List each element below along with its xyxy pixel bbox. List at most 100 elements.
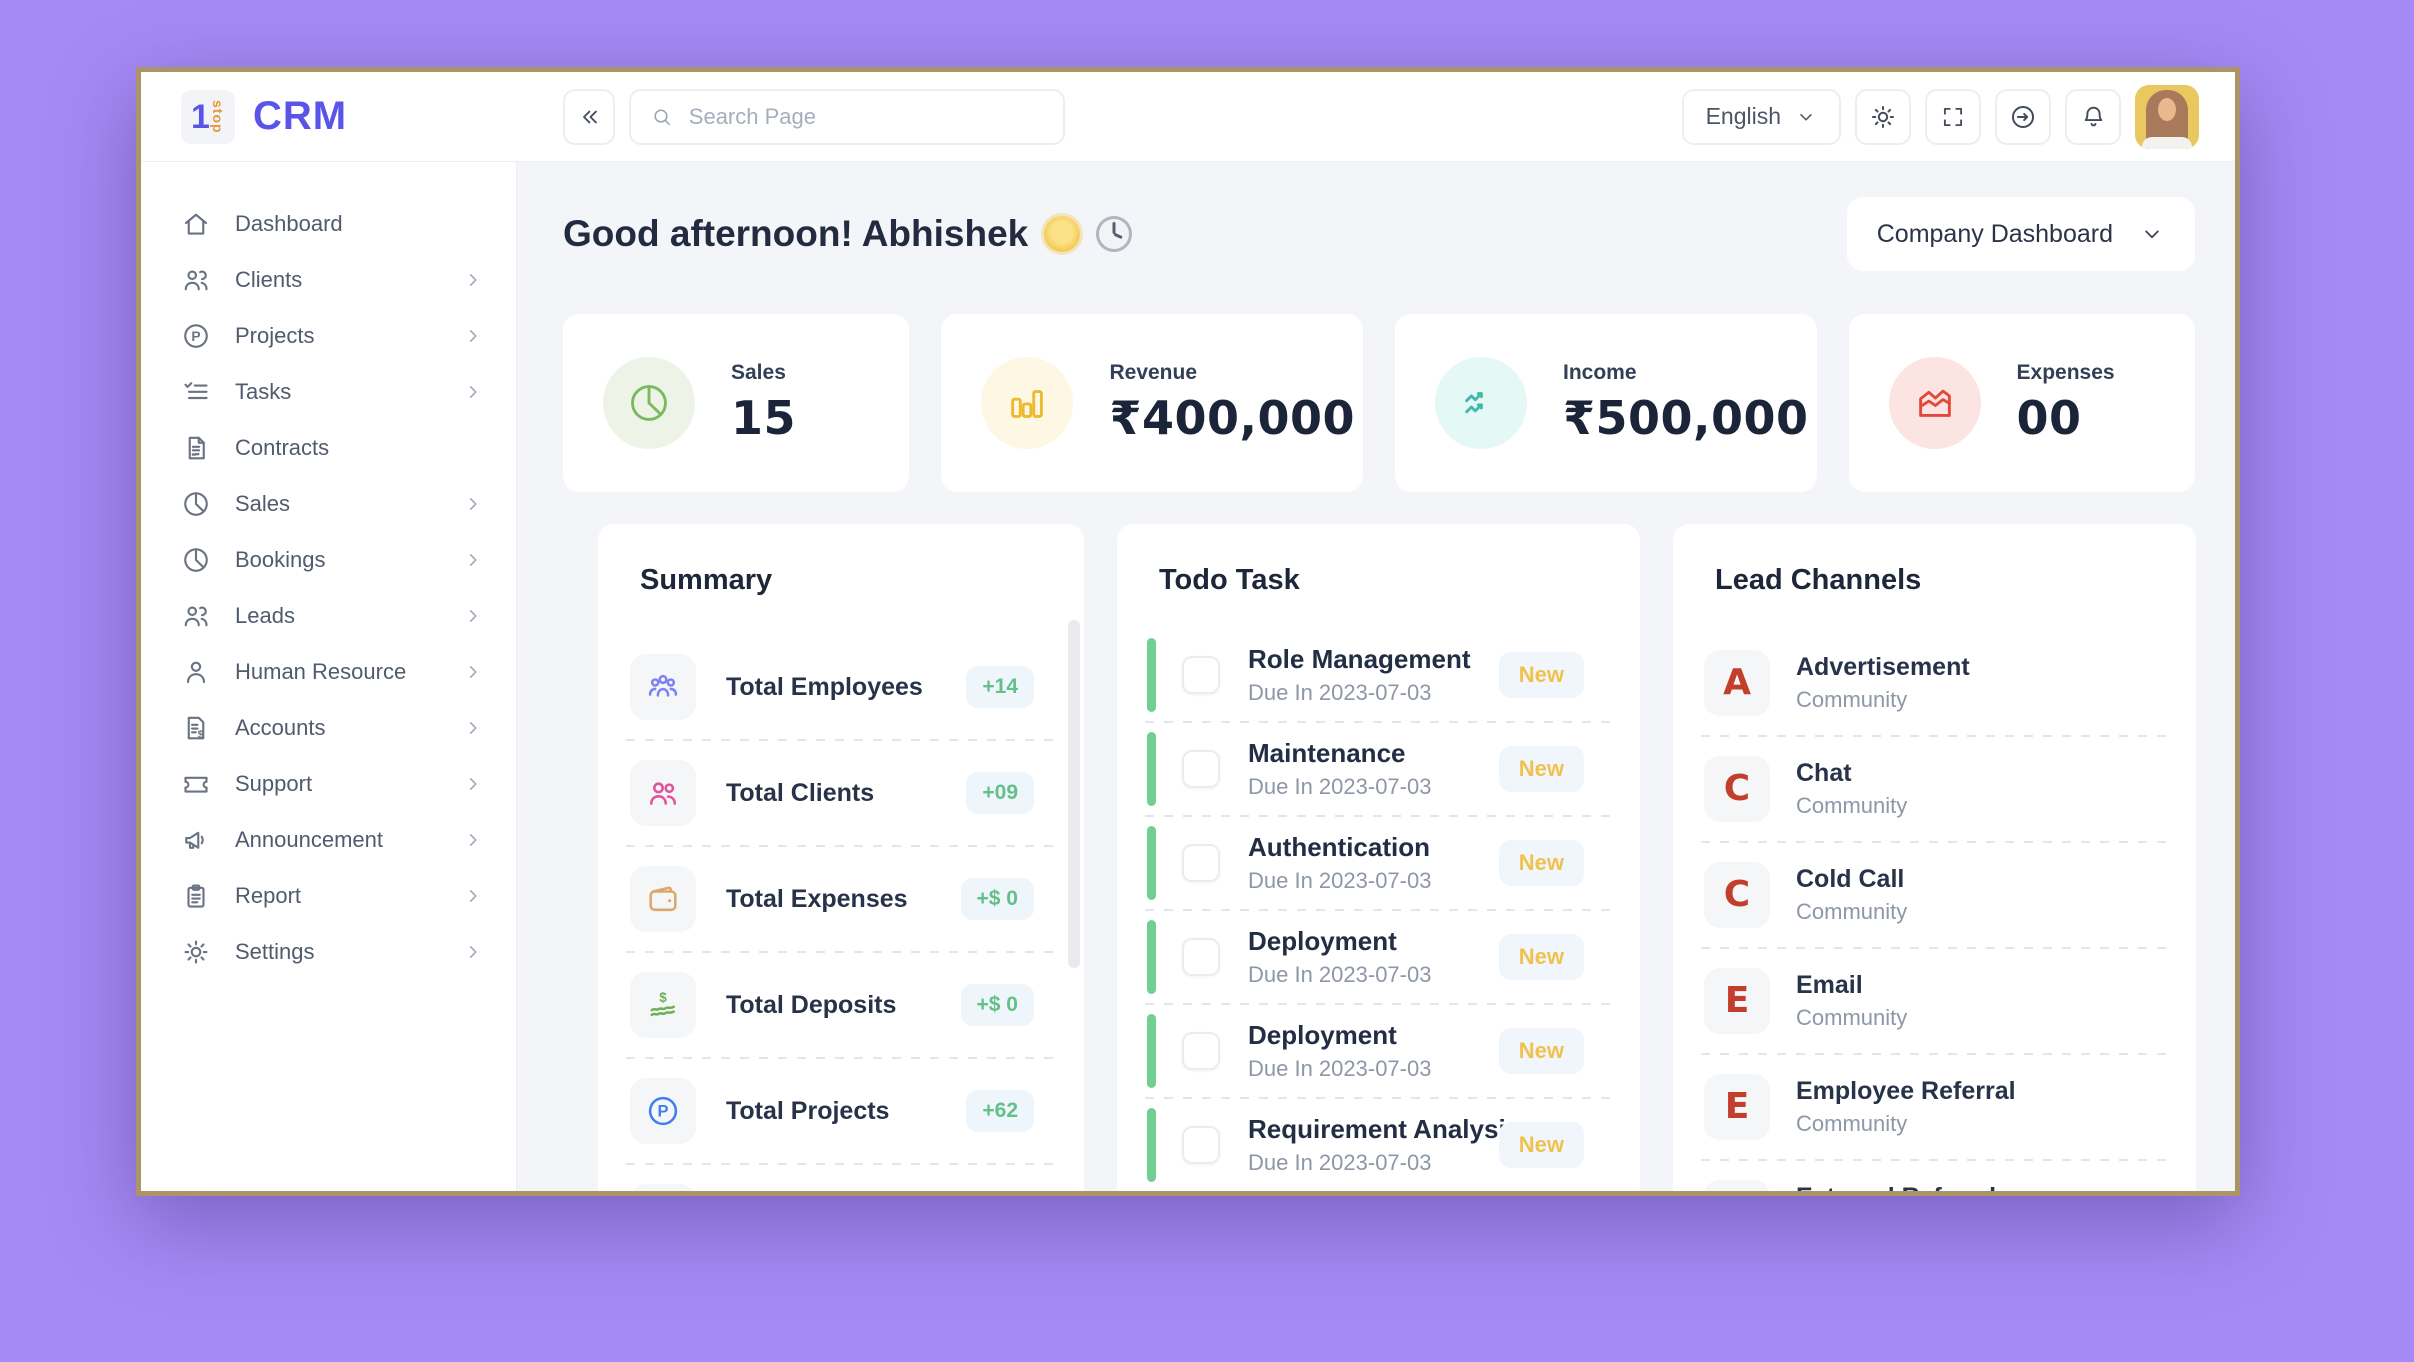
divider <box>626 951 1056 953</box>
sidebar-item-label: Projects <box>235 323 315 348</box>
todo-name: Role Management <box>1248 644 1471 674</box>
theme-toggle-button[interactable] <box>1855 88 1911 145</box>
stat-value: ₹500,000 <box>1563 391 1809 445</box>
notifications-button[interactable] <box>2065 88 2121 145</box>
user-avatar[interactable] <box>2135 84 2199 149</box>
summary-row-projects: P Total Projects +62 <box>598 1059 1084 1163</box>
signout-button[interactable] <box>1995 88 2051 145</box>
pie-chart-icon <box>184 548 208 572</box>
gear-icon <box>184 940 208 964</box>
language-selector[interactable]: English <box>1681 88 1841 145</box>
language-label: English <box>1705 103 1781 129</box>
lead-name: Cold Call <box>1796 865 1905 893</box>
signout-icon <box>2011 105 2035 128</box>
sidebar-item-clients[interactable]: Clients <box>141 252 516 308</box>
todo-status-bar <box>1147 732 1156 806</box>
divider <box>1145 909 1612 911</box>
stat-card-revenue: Revenue ₹400,000 <box>941 314 1363 492</box>
logo[interactable]: 1 stop CRM <box>141 89 517 144</box>
stat-value: 15 <box>731 391 797 445</box>
brand-title: CRM <box>253 94 348 138</box>
status-badge: New <box>1498 746 1584 792</box>
svg-text:P: P <box>657 1103 668 1121</box>
invoice-icon: $ <box>187 716 205 741</box>
summary-label: Total Expenses <box>726 884 908 913</box>
sidebar-item-label: Human Resource <box>235 659 407 684</box>
sidebar-item-support[interactable]: Support <box>141 756 516 812</box>
avatar-shirt <box>2142 136 2192 149</box>
sidebar-collapse-button[interactable] <box>563 88 615 145</box>
fullscreen-button[interactable] <box>1925 88 1981 145</box>
lead-row-cold-call: C Cold Call Community <box>1673 843 2196 947</box>
dashboard-selector-label: Company Dashboard <box>1876 219 2113 248</box>
sidebar-item-bookings[interactable]: Bookings <box>141 532 516 588</box>
logo-word: stop <box>209 99 226 134</box>
summary-label: Total Projects <box>726 1096 890 1125</box>
sidebar-item-label: Accounts <box>235 715 326 740</box>
status-badge: New <box>1498 1028 1584 1074</box>
sidebar-item-settings[interactable]: Settings <box>141 924 516 980</box>
summary-row-deposits: $ Total Deposits +$ 0 <box>598 953 1084 1057</box>
letter-c-icon: C <box>1704 862 1770 928</box>
lead-row-employee-referral: E Employee Referral Community <box>1673 1055 2196 1159</box>
sidebar-item-human-resource[interactable]: Human Resource <box>141 644 516 700</box>
chevron-right-icon <box>470 778 477 790</box>
todo-due: Due In 2023-07-03 <box>1248 962 1432 987</box>
ticket-icon <box>184 776 208 793</box>
lead-name: Advertisement <box>1796 653 1970 681</box>
sidebar-item-label: Report <box>235 883 302 908</box>
todo-checkbox[interactable] <box>1182 938 1220 976</box>
chevron-right-icon <box>470 610 477 622</box>
search-input[interactable] <box>686 102 1043 131</box>
sidebar-item-sales[interactable]: Sales <box>141 476 516 532</box>
clients-icon <box>630 760 696 826</box>
divider <box>626 845 1056 847</box>
summary-row-employees: Total Employees +14 <box>598 635 1084 739</box>
todo-checkbox[interactable] <box>1182 1032 1220 1070</box>
sidebar-item-dashboard[interactable]: Dashboard <box>141 196 516 252</box>
stat-label: Expenses <box>2016 361 2115 384</box>
todo-checkbox[interactable] <box>1182 656 1220 694</box>
projects-icon: P <box>184 324 208 348</box>
tasks-icon <box>184 382 208 400</box>
bell-icon <box>2084 106 2102 127</box>
todo-checkbox[interactable] <box>1182 750 1220 788</box>
app-window: 1 stop CRM English <box>136 67 2240 1196</box>
sidebar-item-contracts[interactable]: Contracts <box>141 420 516 476</box>
todo-status-bar <box>1147 826 1156 900</box>
sidebar-item-tasks[interactable]: Tasks <box>141 364 516 420</box>
chevron-right-icon <box>470 386 477 398</box>
summary-panel: Summary Total Employees +14 <box>598 524 1084 1191</box>
summary-label: Total Employees <box>726 672 923 701</box>
sidebar-item-leads[interactable]: Leads <box>141 588 516 644</box>
sun-icon <box>1871 105 1895 128</box>
status-badge: New <box>1498 1122 1584 1168</box>
todo-row: Requirement Analysis Due In 2023-07-03 N… <box>1117 1099 1640 1191</box>
todo-checkbox[interactable] <box>1182 844 1220 882</box>
sidebar-item-projects[interactable]: P Projects <box>141 308 516 364</box>
todo-due: Due In 2023-07-03 <box>1248 1150 1432 1175</box>
chevron-right-icon <box>470 498 477 510</box>
chevron-right-icon <box>470 330 477 342</box>
sidebar-item-report[interactable]: Report <box>141 868 516 924</box>
sidebar-item-label: Tasks <box>235 379 292 404</box>
todo-status-bar <box>1147 1108 1156 1182</box>
divider <box>1145 815 1612 817</box>
sidebar-item-accounts[interactable]: $ Accounts <box>141 700 516 756</box>
chevron-down-icon <box>2145 230 2159 239</box>
dashboard-selector[interactable]: Company Dashboard <box>1846 197 2195 271</box>
pie-chart-icon <box>184 492 208 516</box>
top-header: 1 stop CRM English <box>141 72 2235 162</box>
leads-icon <box>184 606 208 627</box>
divider <box>1701 735 2168 737</box>
header-main: English <box>517 84 2235 149</box>
sidebar-item-label: Announcement <box>235 827 383 852</box>
lead-subtitle: Community <box>1796 793 1908 818</box>
todo-checkbox[interactable] <box>1182 1126 1220 1164</box>
summary-scrollbar[interactable] <box>1068 620 1080 968</box>
sidebar-item-label: Support <box>235 771 313 796</box>
project-icon: P <box>630 1078 696 1144</box>
todo-row: Role Management Due In 2023-07-03 New <box>1117 629 1640 721</box>
sidebar-item-announcement[interactable]: Announcement <box>141 812 516 868</box>
divider <box>1145 721 1612 723</box>
